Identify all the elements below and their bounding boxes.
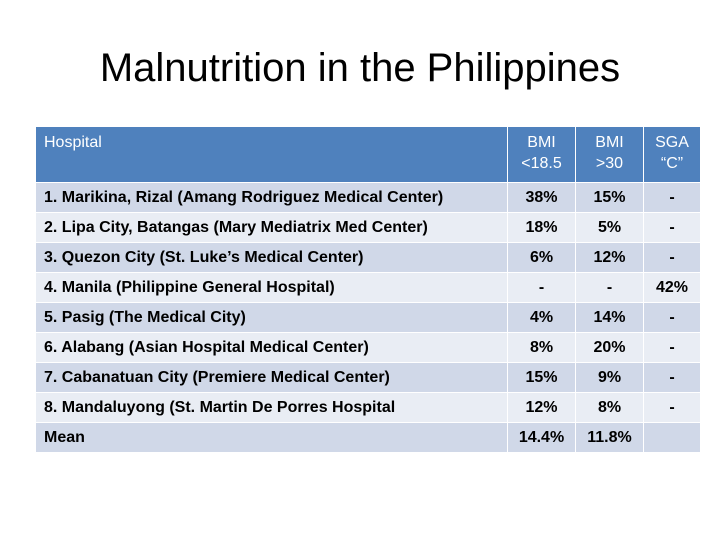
header-bmi-high-line-2: >30 bbox=[595, 155, 624, 172]
hospital-cell: 2. Lipa City, Batangas (Mary Mediatrix M… bbox=[35, 212, 508, 243]
header-sga-line-1: SGA bbox=[655, 134, 689, 151]
malnutrition-table: Hospital BMI <18.5 BMI >30 SGA “C” 1. Ma… bbox=[35, 126, 701, 453]
hospital-cell: 4. Manila (Philippine General Hospital) bbox=[35, 272, 508, 303]
table-row: 8. Mandaluyong (St. Martin De Porres Hos… bbox=[35, 392, 701, 423]
mean-bmi-low-cell: 14.4% bbox=[507, 422, 576, 453]
table-row: 3. Quezon City (St. Luke’s Medical Cente… bbox=[35, 242, 701, 273]
sga-cell: - bbox=[643, 302, 701, 333]
hospital-cell: 5. Pasig (The Medical City) bbox=[35, 302, 508, 333]
header-bmi-low-line-1: BMI bbox=[527, 134, 556, 151]
bmi-low-cell: 8% bbox=[507, 332, 576, 363]
slide-title: Malnutrition in the Philippines bbox=[99, 46, 621, 90]
table-row: 5. Pasig (The Medical City) 4% 14% - bbox=[35, 302, 701, 333]
bmi-low-cell: 18% bbox=[507, 212, 576, 243]
header-bmi-high: BMI >30 bbox=[575, 126, 644, 183]
sga-cell: - bbox=[643, 242, 701, 273]
header-bmi-high-line-1: BMI bbox=[595, 134, 624, 151]
table-row: 1. Marikina, Rizal (Amang Rodriguez Medi… bbox=[35, 182, 701, 213]
hospital-cell: 8. Mandaluyong (St. Martin De Porres Hos… bbox=[35, 392, 508, 423]
hospital-cell: 7. Cabanatuan City (Premiere Medical Cen… bbox=[35, 362, 508, 393]
table-row: 4. Manila (Philippine General Hospital) … bbox=[35, 272, 701, 303]
bmi-low-cell: 15% bbox=[507, 362, 576, 393]
bmi-high-cell: 5% bbox=[575, 212, 644, 243]
bmi-low-cell: 38% bbox=[507, 182, 576, 213]
sga-cell: 42% bbox=[643, 272, 701, 303]
bmi-high-cell: - bbox=[575, 272, 644, 303]
sga-cell: - bbox=[643, 392, 701, 423]
table-row: 7. Cabanatuan City (Premiere Medical Cen… bbox=[35, 362, 701, 393]
bmi-high-cell: 12% bbox=[575, 242, 644, 273]
sga-cell: - bbox=[643, 332, 701, 363]
mean-sga-cell bbox=[643, 422, 701, 453]
table-header-row: Hospital BMI <18.5 BMI >30 SGA “C” bbox=[35, 126, 701, 183]
bmi-high-cell: 15% bbox=[575, 182, 644, 213]
header-bmi-low: BMI <18.5 bbox=[507, 126, 576, 183]
header-bmi-low-line-2: <18.5 bbox=[521, 155, 562, 172]
bmi-high-cell: 9% bbox=[575, 362, 644, 393]
sga-cell: - bbox=[643, 182, 701, 213]
table-row-mean: Mean 14.4% 11.8% bbox=[35, 422, 701, 453]
bmi-low-cell: 4% bbox=[507, 302, 576, 333]
hospital-cell: 6. Alabang (Asian Hospital Medical Cente… bbox=[35, 332, 508, 363]
header-sga: SGA “C” bbox=[643, 126, 701, 183]
table-row: 6. Alabang (Asian Hospital Medical Cente… bbox=[35, 332, 701, 363]
bmi-high-cell: 20% bbox=[575, 332, 644, 363]
table-row: 2. Lipa City, Batangas (Mary Mediatrix M… bbox=[35, 212, 701, 243]
bmi-low-cell: 6% bbox=[507, 242, 576, 273]
mean-bmi-high-cell: 11.8% bbox=[575, 422, 644, 453]
header-sga-line-2: “C” bbox=[660, 155, 684, 172]
sga-cell: - bbox=[643, 362, 701, 393]
bmi-low-cell: 12% bbox=[507, 392, 576, 423]
hospital-cell: 3. Quezon City (St. Luke’s Medical Cente… bbox=[35, 242, 508, 273]
bmi-high-cell: 14% bbox=[575, 302, 644, 333]
header-hospital: Hospital bbox=[35, 126, 508, 183]
bmi-high-cell: 8% bbox=[575, 392, 644, 423]
hospital-cell: 1. Marikina, Rizal (Amang Rodriguez Medi… bbox=[35, 182, 508, 213]
bmi-low-cell: - bbox=[507, 272, 576, 303]
sga-cell: - bbox=[643, 212, 701, 243]
mean-label-cell: Mean bbox=[35, 422, 508, 453]
